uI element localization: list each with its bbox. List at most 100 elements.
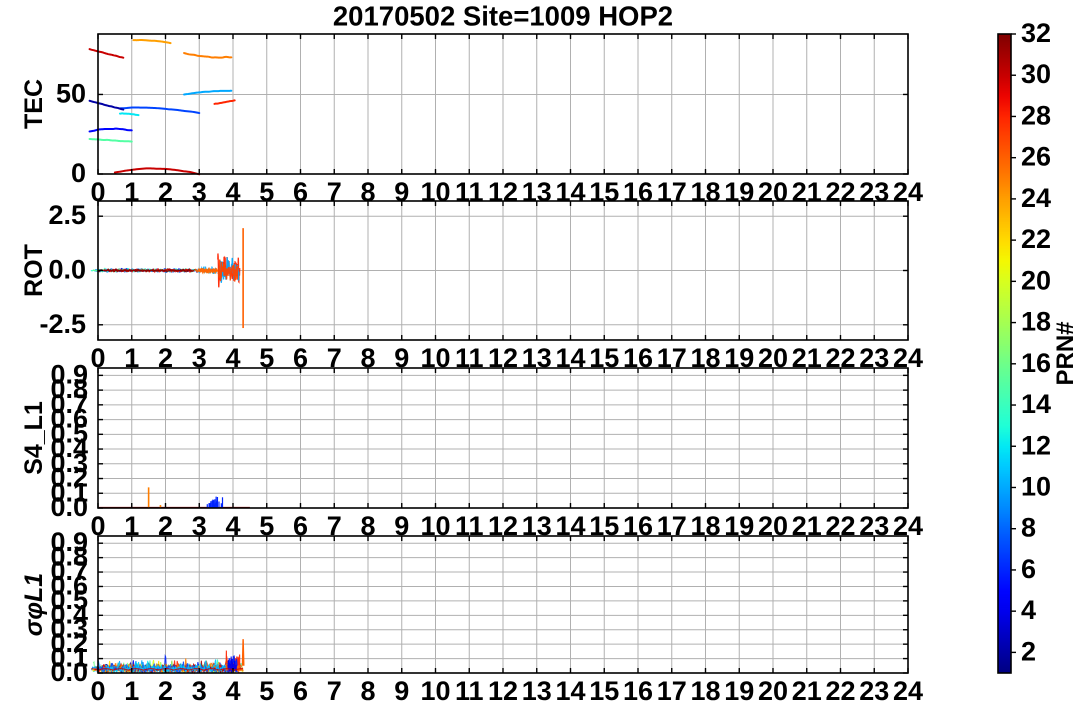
svg-text:18: 18 [690, 511, 720, 541]
svg-text:13: 13 [522, 177, 552, 207]
svg-text:21: 21 [792, 177, 822, 207]
svg-text:5: 5 [259, 676, 274, 706]
svg-text:2: 2 [158, 676, 173, 706]
svg-text:17: 17 [657, 676, 687, 706]
svg-text:21: 21 [792, 511, 822, 541]
svg-text:14: 14 [555, 511, 585, 541]
svg-text:14: 14 [555, 177, 585, 207]
svg-text:8: 8 [360, 676, 375, 706]
svg-text:4: 4 [225, 343, 240, 373]
svg-text:23: 23 [859, 511, 889, 541]
svg-text:18: 18 [1021, 307, 1051, 337]
svg-text:TEC: TEC [20, 79, 48, 129]
svg-text:3: 3 [192, 343, 207, 373]
svg-text:15: 15 [589, 676, 619, 706]
svg-text:10: 10 [420, 676, 450, 706]
svg-text:14: 14 [1021, 389, 1051, 419]
svg-text:11: 11 [455, 177, 484, 207]
svg-text:12: 12 [488, 177, 518, 207]
svg-text:22: 22 [825, 511, 855, 541]
svg-text:18: 18 [690, 177, 720, 207]
svg-text:15: 15 [589, 511, 619, 541]
svg-text:23: 23 [859, 676, 889, 706]
svg-text:2: 2 [1021, 636, 1036, 666]
svg-text:22: 22 [825, 177, 855, 207]
svg-text:12: 12 [1021, 430, 1051, 460]
svg-text:23: 23 [859, 343, 889, 373]
svg-text:20: 20 [758, 676, 788, 706]
svg-text:10: 10 [420, 511, 450, 541]
svg-text:24: 24 [1021, 183, 1051, 213]
svg-text:15: 15 [589, 177, 619, 207]
svg-text:8: 8 [360, 343, 375, 373]
svg-text:11: 11 [455, 676, 484, 706]
svg-text:0.0: 0.0 [48, 255, 86, 285]
svg-text:21: 21 [792, 343, 822, 373]
svg-text:10: 10 [420, 177, 450, 207]
svg-text:24: 24 [893, 511, 923, 541]
svg-text:19: 19 [724, 343, 754, 373]
svg-text:1: 1 [124, 676, 139, 706]
svg-text:24: 24 [893, 343, 923, 373]
svg-text:0: 0 [71, 158, 86, 188]
svg-text:1: 1 [124, 177, 139, 207]
svg-text:S4_L1: S4_L1 [20, 401, 48, 475]
svg-text:2.5: 2.5 [48, 200, 86, 230]
svg-text:11: 11 [455, 343, 484, 373]
svg-text:3: 3 [192, 676, 207, 706]
svg-text:0.9: 0.9 [50, 527, 88, 557]
svg-text:3: 3 [192, 511, 207, 541]
svg-text:26: 26 [1021, 142, 1051, 172]
svg-text:16: 16 [623, 511, 653, 541]
svg-text:PRN#: PRN# [1052, 321, 1077, 385]
svg-text:19: 19 [724, 177, 754, 207]
svg-text:6: 6 [293, 177, 308, 207]
svg-text:6: 6 [293, 676, 308, 706]
svg-text:0.9: 0.9 [50, 359, 88, 389]
svg-text:0: 0 [90, 511, 105, 541]
svg-text:5: 5 [259, 511, 274, 541]
svg-text:14: 14 [555, 343, 585, 373]
svg-text:4: 4 [1021, 595, 1036, 625]
svg-text:0: 0 [90, 343, 105, 373]
svg-text:9: 9 [394, 511, 409, 541]
svg-text:17: 17 [657, 343, 687, 373]
svg-text:20: 20 [758, 343, 788, 373]
svg-text:σφL1: σφL1 [20, 573, 48, 636]
svg-text:19: 19 [724, 676, 754, 706]
svg-text:10: 10 [420, 343, 450, 373]
svg-text:13: 13 [522, 343, 552, 373]
svg-text:12: 12 [488, 343, 518, 373]
svg-text:7: 7 [327, 511, 342, 541]
svg-text:0: 0 [90, 676, 105, 706]
svg-text:17: 17 [657, 177, 687, 207]
svg-text:16: 16 [623, 676, 653, 706]
svg-text:22: 22 [825, 676, 855, 706]
svg-text:7: 7 [327, 177, 342, 207]
svg-text:50: 50 [56, 78, 86, 108]
svg-text:24: 24 [893, 177, 923, 207]
svg-text:2: 2 [158, 177, 173, 207]
svg-text:4: 4 [225, 676, 240, 706]
svg-text:-2.5: -2.5 [39, 309, 86, 339]
svg-text:15: 15 [589, 343, 619, 373]
svg-text:20: 20 [1021, 265, 1051, 295]
svg-text:3: 3 [192, 177, 207, 207]
svg-text:12: 12 [488, 511, 518, 541]
svg-text:21: 21 [792, 676, 822, 706]
svg-text:8: 8 [360, 177, 375, 207]
svg-text:22: 22 [1021, 224, 1051, 254]
svg-text:4: 4 [225, 177, 240, 207]
svg-text:10: 10 [1021, 471, 1051, 501]
svg-text:28: 28 [1021, 100, 1051, 130]
svg-text:23: 23 [859, 177, 889, 207]
svg-text:9: 9 [394, 676, 409, 706]
svg-text:6: 6 [1021, 554, 1036, 584]
svg-text:12: 12 [488, 676, 518, 706]
svg-text:17: 17 [657, 511, 687, 541]
svg-text:1: 1 [124, 511, 139, 541]
svg-text:20170502 Site=1009 HOP2: 20170502 Site=1009 HOP2 [333, 1, 673, 32]
svg-text:14: 14 [555, 676, 585, 706]
svg-text:18: 18 [690, 676, 720, 706]
svg-text:32: 32 [1021, 18, 1051, 48]
